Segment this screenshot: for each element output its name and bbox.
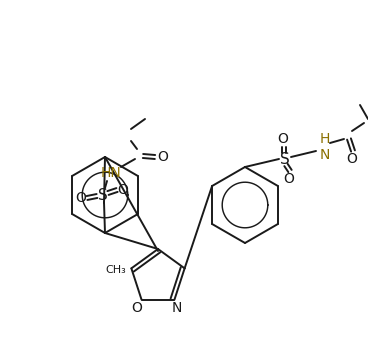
Text: O: O <box>75 191 86 205</box>
Text: H
N: H N <box>320 132 330 162</box>
Text: O: O <box>117 183 128 197</box>
Text: CH₃: CH₃ <box>105 265 126 275</box>
Text: HN: HN <box>100 166 121 180</box>
Text: N: N <box>171 301 182 315</box>
Text: O: O <box>277 132 289 146</box>
Text: O: O <box>158 150 169 164</box>
Text: O: O <box>131 301 142 315</box>
Text: S: S <box>280 152 290 166</box>
Text: O: O <box>347 152 357 166</box>
Text: O: O <box>284 172 294 186</box>
Text: S: S <box>98 188 108 202</box>
